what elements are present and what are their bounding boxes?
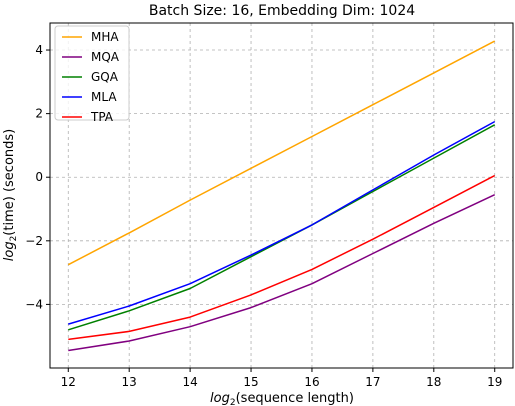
y-axis-label: log2(time) (seconds): [2, 129, 19, 262]
series-line-tpa: [68, 174, 496, 341]
x-tick-label: 19: [487, 375, 502, 389]
series-line-mqa: [68, 194, 496, 352]
series-line-mha: [67, 40, 496, 266]
x-tick-label: 15: [243, 375, 258, 389]
x-tick-label: 12: [61, 375, 76, 389]
x-tick-label: 17: [365, 375, 380, 389]
y-axis-label-prefix: log: [2, 241, 17, 261]
chart-title: Batch Size: 16, Embedding Dim: 1024: [149, 3, 415, 19]
legend-label-mqa: MQA: [91, 50, 120, 64]
legend-label-gqa: GQA: [91, 70, 119, 84]
y-tick-label: 4: [35, 43, 43, 57]
x-axis-label-prefix: log: [210, 391, 230, 406]
y-axis-label-rest: (time) (seconds): [2, 129, 17, 236]
legend-label-mha: MHA: [91, 30, 119, 44]
x-tick-label: 18: [426, 375, 441, 389]
y-tick-label: −4: [25, 297, 43, 311]
legend: MHA MQA GQA MLA TPA: [54, 25, 130, 124]
series-line-gqa: [68, 124, 496, 331]
grid-lines: [50, 23, 513, 368]
y-tick-label: −2: [25, 234, 43, 248]
y-tick-label: 2: [35, 107, 43, 121]
x-axis-label-rest: (sequence length): [236, 391, 354, 406]
legend-label-tpa: TPA: [90, 110, 114, 124]
x-tick-label: 14: [182, 375, 197, 389]
x-tick-label: 13: [122, 375, 137, 389]
x-axis-label: log2(sequence length): [210, 391, 354, 406]
x-tick-label: 16: [304, 375, 319, 389]
x-axis-label-subscript: 2: [230, 398, 236, 406]
series-line-mla: [68, 120, 496, 325]
plot-frame: [49, 22, 514, 369]
y-tick-label: 0: [35, 170, 43, 184]
series-lines: [67, 40, 496, 352]
axis-ticks: 12 13 14 15 16 17 18 19 −4 −2 0 2 4: [25, 43, 502, 389]
legend-label-mla: MLA: [91, 90, 117, 104]
y-axis-label-subscript: 2: [9, 236, 19, 242]
